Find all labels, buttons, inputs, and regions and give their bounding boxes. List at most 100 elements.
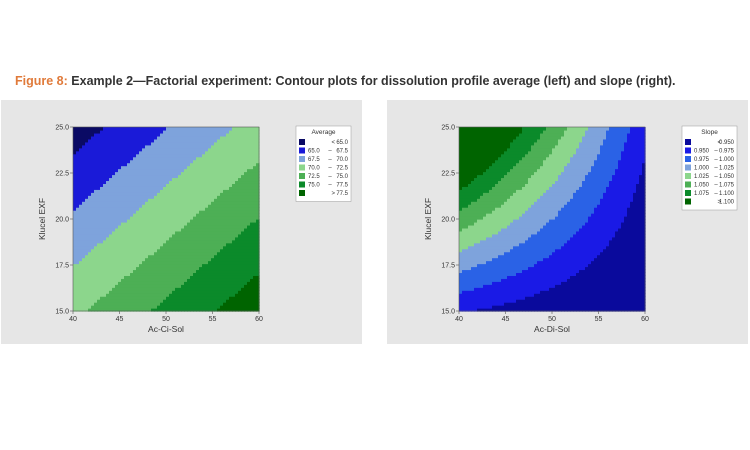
contour-cell [136, 189, 140, 193]
contour-cell [220, 174, 224, 179]
contour-cell [459, 201, 463, 205]
contour-cell [100, 168, 104, 173]
contour-cell [208, 290, 212, 294]
contour-cell [208, 239, 212, 244]
contour-cell [88, 141, 92, 146]
contour-cell [256, 129, 260, 134]
contour-cell [193, 138, 197, 143]
contour-cell [178, 165, 182, 170]
contour-cell [136, 132, 140, 137]
contour-cell [211, 221, 215, 226]
contour-cell [489, 165, 493, 170]
contour-cell [199, 269, 203, 274]
contour-cell [118, 308, 122, 312]
contour-cell [205, 213, 209, 217]
contour-cell [94, 201, 98, 205]
contour-cell [91, 150, 95, 155]
contour-cell [244, 156, 248, 161]
contour-cell [232, 260, 236, 265]
contour-cell [510, 230, 514, 235]
contour-cell [498, 159, 502, 164]
contour-cell [495, 180, 499, 184]
contour-cell [214, 230, 218, 235]
contour-cell [217, 183, 221, 187]
contour-cell [241, 308, 245, 312]
contour-cell [172, 213, 176, 217]
contour-cell [474, 233, 478, 238]
contour-cell [187, 216, 191, 220]
contour-cell [507, 132, 511, 137]
contour-cell [142, 224, 146, 229]
contour-cell [160, 198, 164, 202]
contour-cell [94, 156, 98, 161]
contour-cell [160, 272, 164, 276]
contour-cell [103, 147, 107, 152]
contour-cell [229, 221, 233, 226]
contour-cell [510, 219, 514, 223]
contour-cell [226, 275, 230, 279]
contour-cell [501, 296, 505, 300]
contour-cell [187, 132, 191, 137]
contour-cell [199, 144, 203, 149]
contour-cell [208, 210, 212, 214]
contour-cell [498, 281, 502, 285]
contour-cell [459, 236, 463, 241]
contour-cell [232, 216, 236, 220]
contour-cell [199, 224, 203, 229]
contour-cell [229, 299, 233, 303]
contour-cell [477, 257, 481, 262]
contour-cell [193, 177, 197, 182]
contour-cell [498, 144, 502, 149]
contour-cell [477, 251, 481, 256]
contour-cell [238, 207, 242, 211]
contour-cell [106, 272, 110, 276]
contour-cell [145, 171, 149, 176]
contour-cell [190, 269, 194, 274]
contour-cell [154, 302, 158, 306]
contour-cell [88, 192, 92, 196]
contour-cell [241, 257, 245, 262]
contour-cell [145, 233, 149, 238]
contour-cell [97, 272, 101, 276]
contour-cell [166, 127, 170, 131]
legend-dash: – [328, 166, 332, 172]
contour-cell [190, 227, 194, 232]
contour-cell [483, 284, 487, 288]
contour-cell [468, 281, 472, 285]
contour-cell [232, 221, 236, 226]
contour-cell [504, 302, 508, 306]
contour-cell [142, 150, 146, 155]
contour-cell [142, 233, 146, 238]
contour-cell [471, 168, 475, 173]
contour-cell [175, 269, 179, 274]
contour-cell [109, 180, 113, 184]
contour-cell [139, 221, 143, 226]
contour-cell [229, 159, 233, 164]
contour-cell [115, 251, 119, 256]
contour-cell [211, 156, 215, 161]
contour-cell [76, 153, 80, 158]
contour-cell [459, 230, 463, 235]
contour-cell [127, 230, 131, 235]
contour-cell [73, 135, 77, 140]
contour-cell [247, 207, 251, 211]
contour-cell [166, 266, 170, 271]
contour-cell [130, 251, 134, 256]
contour-cell [465, 129, 469, 134]
contour-cell [157, 135, 161, 140]
contour-cell [217, 260, 221, 265]
contour-cell [175, 236, 179, 241]
contour-cell [244, 227, 248, 232]
contour-cell [193, 162, 197, 167]
contour-cell [172, 272, 176, 276]
contour-cell [211, 147, 215, 152]
contour-cell [157, 308, 161, 312]
contour-cell [145, 207, 149, 211]
contour-cell [151, 296, 155, 300]
contour-cell [256, 287, 260, 291]
contour-cell [139, 219, 143, 223]
contour-cell [193, 269, 197, 274]
contour-cell [241, 210, 245, 214]
contour-cell [256, 230, 260, 235]
contour-cell [109, 210, 113, 214]
